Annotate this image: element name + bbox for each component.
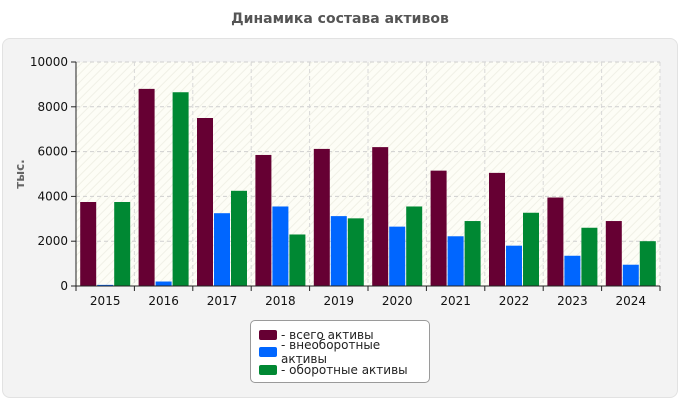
- y-tick-label: 8000: [37, 100, 68, 114]
- bar-total-2016: [138, 88, 155, 286]
- y-axis-label: тыс.: [13, 159, 27, 188]
- y-tick-labels: 0 2000 4000 6000 8000 10000: [30, 55, 68, 293]
- x-tick-labels: 2015 2016 2017 2018 2019 2020 2021 2022 2023 2024: [90, 294, 646, 308]
- bar-current-2024: [639, 241, 656, 286]
- axes: [71, 61, 661, 291]
- bar-noncurrent-2016: [155, 281, 172, 286]
- bar-total-2019: [313, 148, 330, 286]
- legend-swatch-current: [259, 364, 277, 375]
- chart-title: Динамика состава активов: [231, 11, 449, 27]
- legend-item-noncurrent: - внеоборотные активы: [259, 338, 429, 366]
- bar-total-2024: [605, 221, 622, 286]
- bar-current-2018: [289, 234, 306, 286]
- x-tick-label: 2024: [616, 294, 647, 308]
- legend-item-total: - всего активы: [259, 326, 429, 344]
- bar-noncurrent-2017: [214, 213, 230, 286]
- legend-label-noncurrent: - внеоборотные активы: [281, 338, 381, 367]
- x-tick-label: 2017: [207, 294, 238, 308]
- bar-current-2022: [523, 212, 539, 286]
- bar-noncurrent-2019: [330, 216, 347, 286]
- bar-total-2023: [547, 197, 564, 286]
- bar-total-2022: [489, 172, 505, 286]
- x-tick-label: 2015: [90, 294, 121, 308]
- legend-label-current: - оборотные активы: [281, 362, 408, 377]
- bar-total-2017: [197, 118, 213, 286]
- legend-item-current: - оборотные активы: [259, 361, 429, 379]
- y-tick-label: 6000: [37, 145, 68, 159]
- legend-swatch-total: [259, 329, 277, 340]
- x-tick-label: 2023: [557, 294, 588, 308]
- bar-noncurrent-2023: [564, 255, 581, 286]
- bar-current-2019: [347, 218, 364, 286]
- y-tick-label: 4000: [37, 189, 68, 203]
- legend-label-total: - всего активы: [281, 327, 374, 342]
- bar-current-2015: [114, 202, 131, 286]
- bar-noncurrent-2022: [506, 245, 522, 286]
- bar-noncurrent-2024: [622, 264, 639, 286]
- bar-noncurrent-2015: [97, 284, 114, 286]
- bar-current-2016: [172, 92, 189, 287]
- x-tick-label: 2021: [440, 294, 471, 308]
- x-tick-label: 2022: [499, 294, 530, 308]
- bar-current-2020: [406, 206, 423, 286]
- x-tick-label: 2016: [148, 294, 179, 308]
- bar-current-2023: [581, 227, 598, 286]
- bar-current-2021: [464, 221, 481, 286]
- bar-total-2018: [255, 154, 272, 286]
- y-tick-label: 2000: [37, 234, 68, 248]
- legend: - всего активы - внеоборотные активы - о…: [250, 320, 430, 383]
- bar-noncurrent-2021: [447, 236, 464, 286]
- bar-total-2020: [372, 147, 389, 286]
- bar-total-2021: [430, 170, 447, 286]
- x-tick-label: 2019: [324, 294, 355, 308]
- bar-total-2015: [80, 202, 97, 286]
- y-tick-label: 0: [60, 279, 68, 293]
- bar-noncurrent-2020: [389, 226, 406, 286]
- legend-swatch-noncurrent: [259, 347, 277, 358]
- bar-noncurrent-2018: [272, 206, 289, 286]
- bar-current-2017: [231, 190, 247, 286]
- x-tick-label: 2018: [265, 294, 296, 308]
- y-tick-label: 10000: [30, 55, 68, 69]
- bars: [80, 88, 656, 287]
- x-tick-label: 2020: [382, 294, 413, 308]
